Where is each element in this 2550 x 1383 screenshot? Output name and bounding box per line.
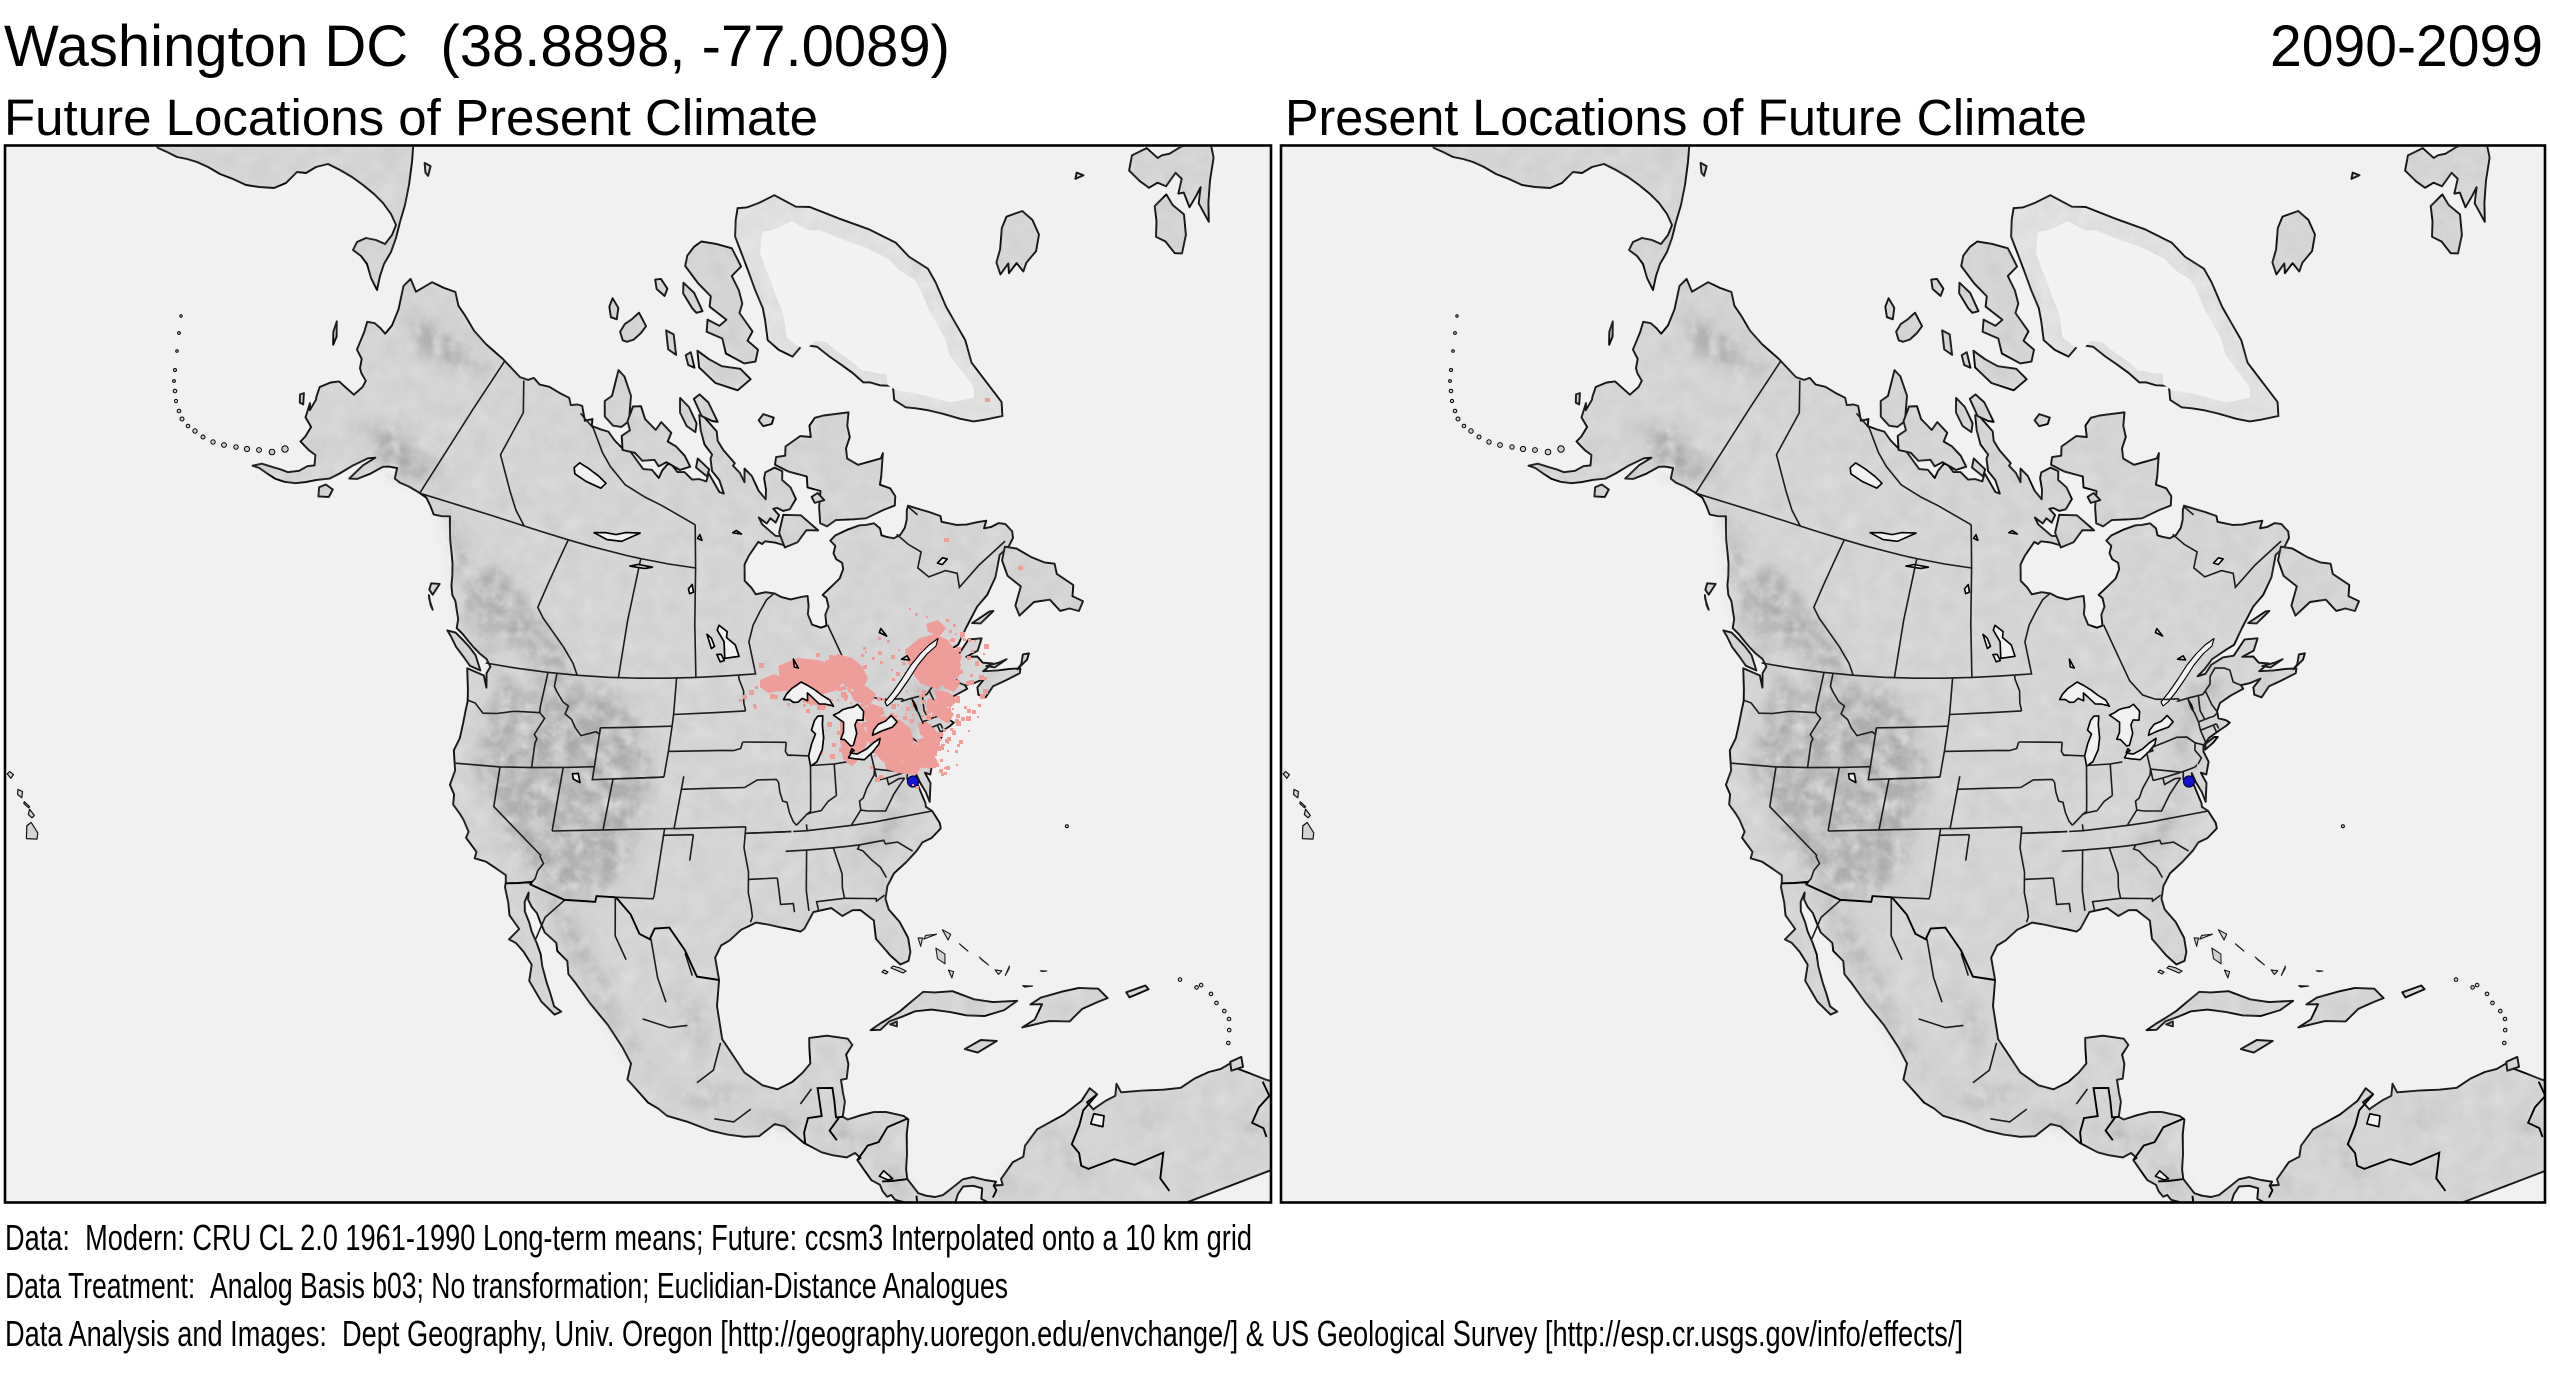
svg-text:Data: Modern: CRU CL 2.0 1961: Data: Modern: CRU CL 2.0 1961-1990 Long-… <box>5 1217 1252 1258</box>
svg-text:Data Treatment: Analog Basis: Data Treatment: Analog Basis b03; No tra… <box>5 1265 1008 1306</box>
svg-text:Future Locations of Present Cl: Future Locations of Present Climate <box>4 89 818 146</box>
svg-text:Present Locations of Future Cl: Present Locations of Future Climate <box>1285 89 2087 146</box>
svg-text:Data Analysis and Images: Dep: Data Analysis and Images: Dept Geography… <box>5 1313 1963 1354</box>
svg-text:2090-2099: 2090-2099 <box>2270 14 2543 79</box>
svg-text:Washington DC (38.8898, -77.0: Washington DC (38.8898, -77.0089) <box>4 14 950 79</box>
